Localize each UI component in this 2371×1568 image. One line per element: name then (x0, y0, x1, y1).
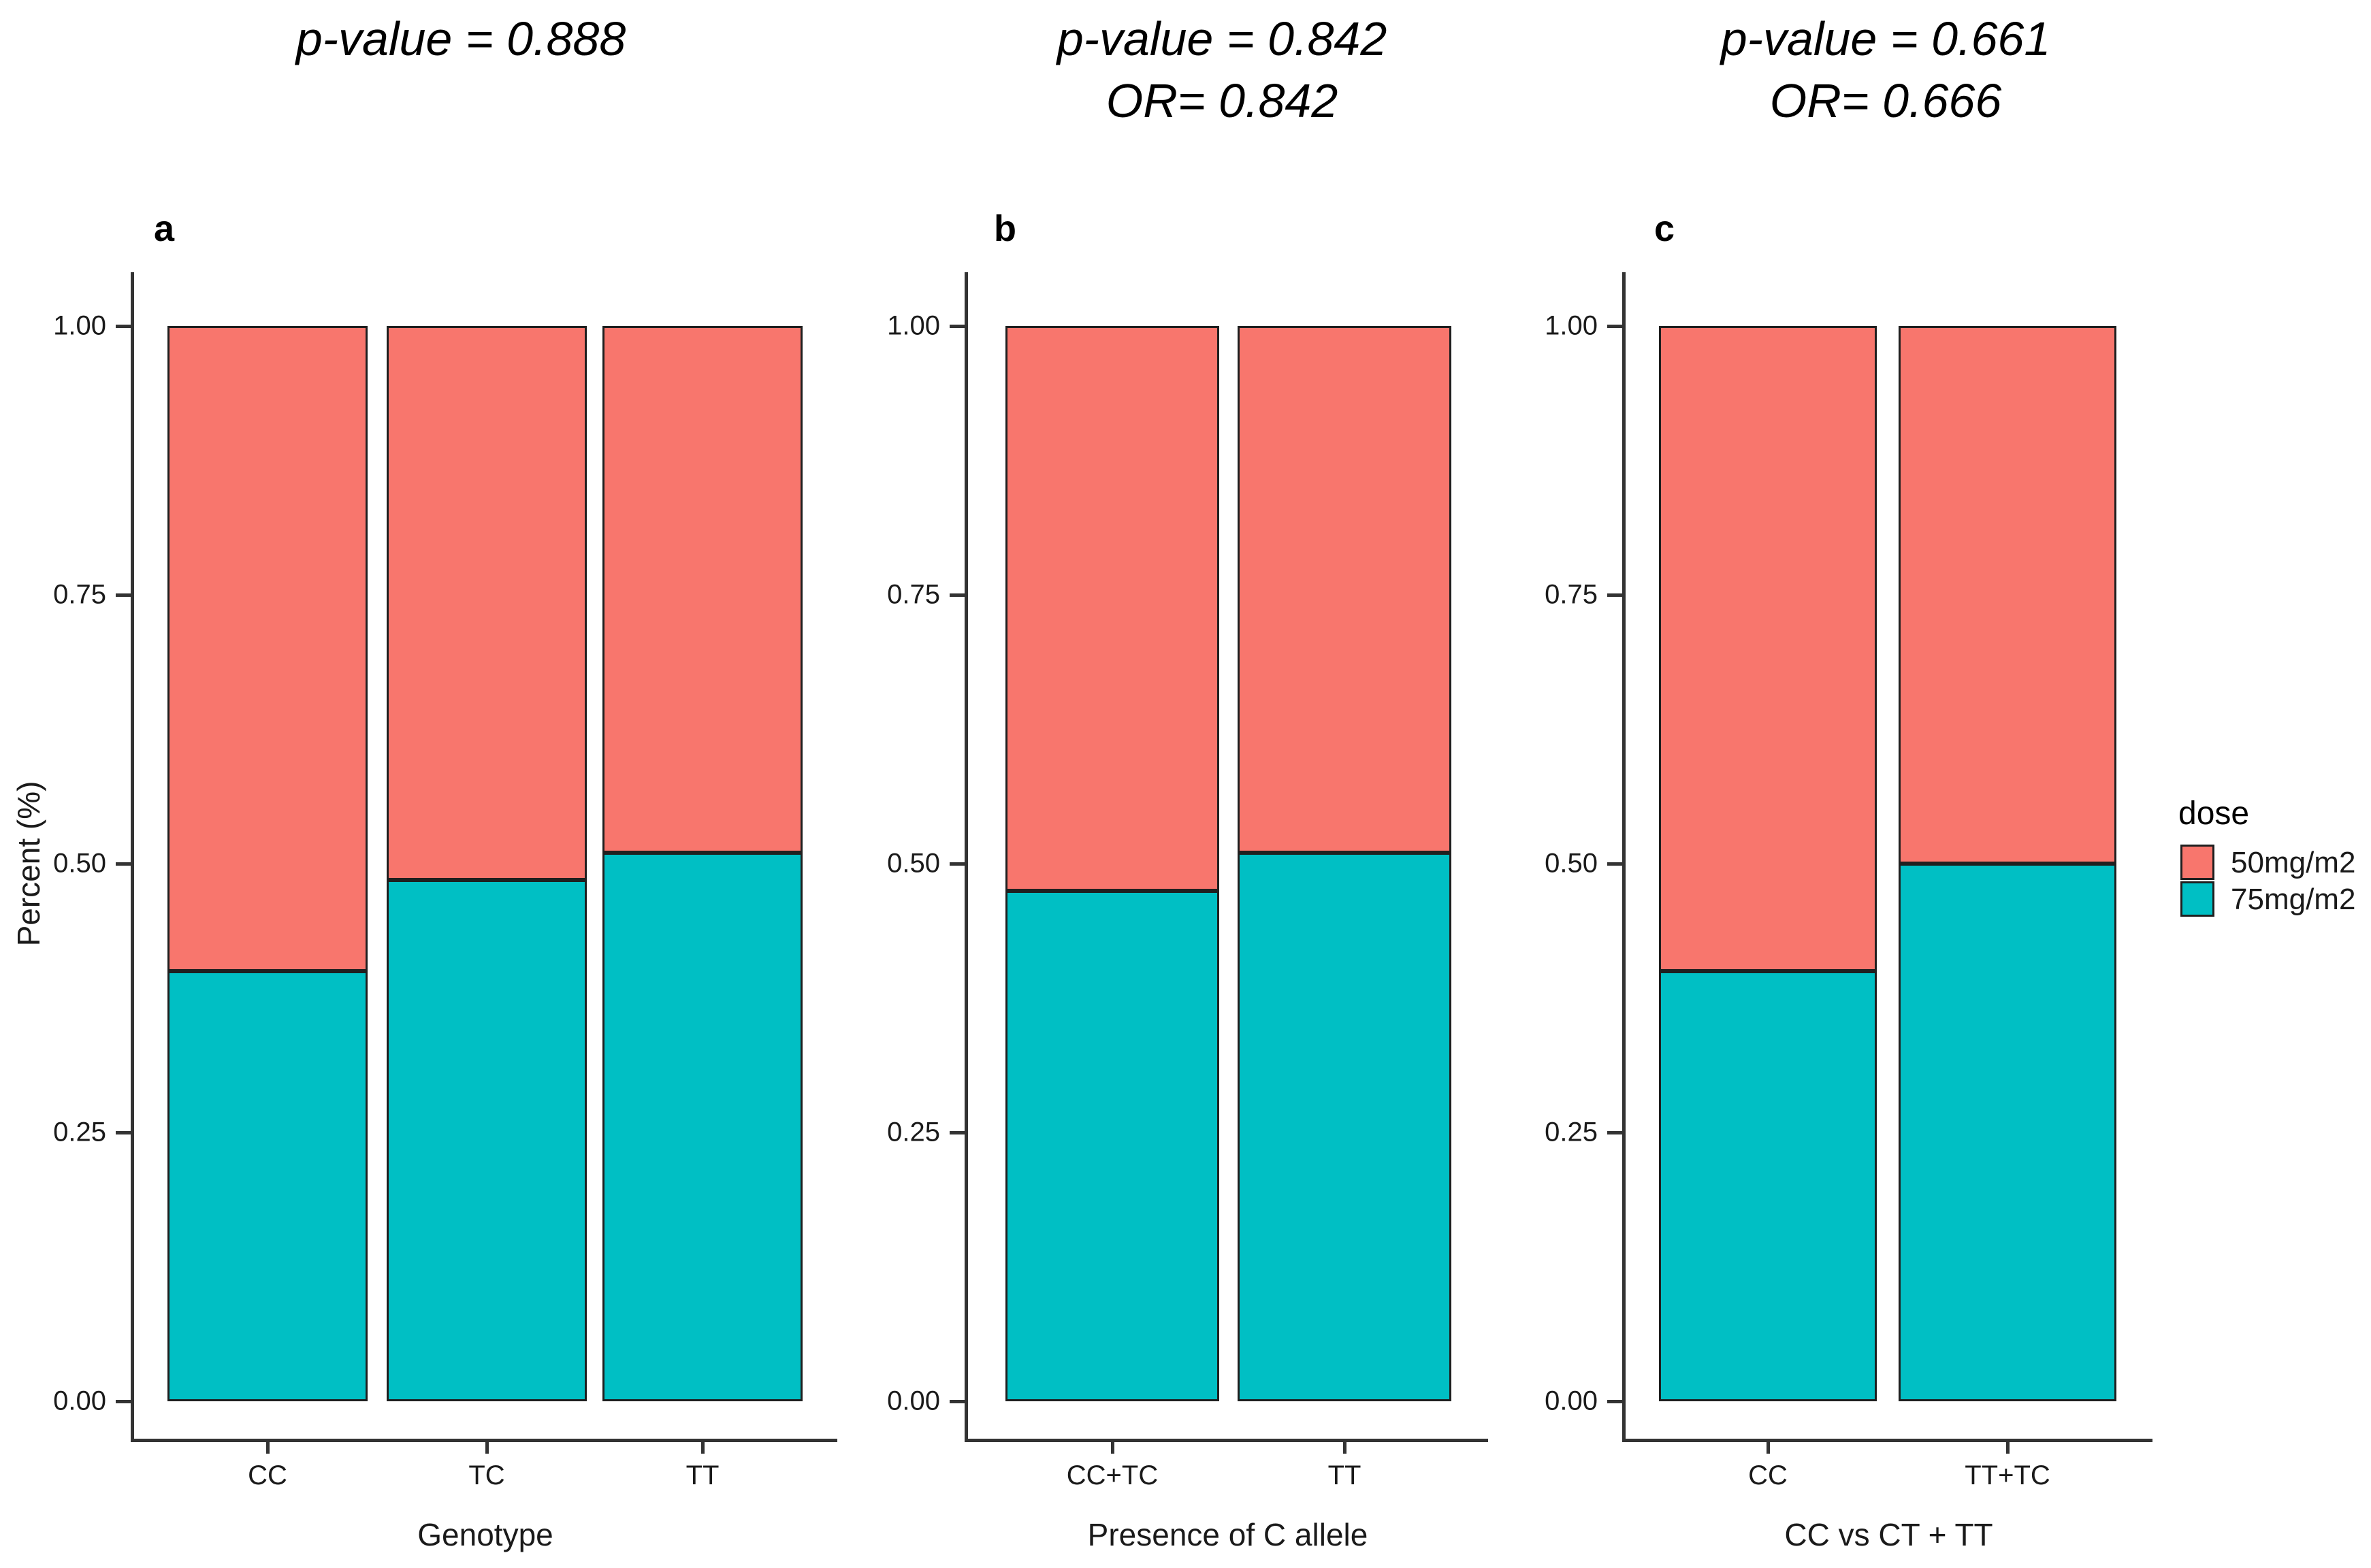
bar-segment-50mg (1659, 326, 1877, 971)
y-tick-mark (116, 325, 131, 328)
y-tick-label: 0.50 (1545, 848, 1598, 879)
bar-segment-75mg (1005, 890, 1219, 1401)
y-axis-line (131, 272, 134, 1442)
legend-label-50mg: 50mg/m2 (2231, 846, 2356, 879)
x-axis-title-a: Genotype (417, 1517, 553, 1552)
y-tick-label: 1.00 (53, 310, 106, 341)
bar-segment-75mg (1659, 971, 1877, 1401)
y-tick-mark (1607, 862, 1622, 866)
x-tick-mark (1111, 1439, 1114, 1454)
x-tick-label-CC: CC (248, 1460, 287, 1490)
x-tick-mark (1767, 1439, 1770, 1454)
panel-c-title-line: p-value = 0.661 (1720, 12, 2051, 65)
y-tick-label: 0.50 (887, 848, 940, 879)
y-tick-mark (950, 1131, 965, 1134)
legend-label-75mg: 75mg/m2 (2231, 883, 2356, 916)
bar-segment-50mg (167, 326, 368, 971)
panel-c-title-line: OR= 0.666 (1769, 74, 2002, 127)
bar-segment-50mg (1238, 326, 1451, 853)
panel-b-title-line: OR= 0.842 (1106, 74, 1338, 127)
y-tick-mark (116, 593, 131, 597)
x-axis-line (131, 1439, 837, 1442)
y-tick-label: 0.75 (53, 579, 106, 610)
x-tick-label-TC: TC (468, 1460, 505, 1490)
x-tick-mark (2006, 1439, 2010, 1454)
y-tick-mark (116, 862, 131, 866)
y-tick-mark (950, 325, 965, 328)
bar-segment-75mg (387, 879, 587, 1401)
bar-segment-50mg (1899, 326, 2116, 864)
y-tick-label: 0.00 (887, 1386, 940, 1416)
x-axis-title-c: CC vs CT + TT (1784, 1517, 1993, 1552)
bar-segment-75mg (167, 971, 368, 1401)
x-tick-mark (485, 1439, 489, 1454)
panel-a-title-line: p-value = 0.888 (295, 12, 626, 65)
x-tick-label-TT+TC: TT+TC (1965, 1460, 2050, 1490)
panel-letter-a: a (154, 208, 175, 249)
bar-segment-50mg (1005, 326, 1219, 891)
panel-letter-c: c (1654, 208, 1675, 249)
legend-swatch-75mg-icon (2180, 881, 2214, 917)
x-tick-mark (701, 1439, 705, 1454)
y-tick-label: 0.00 (1545, 1386, 1598, 1416)
y-tick-label: 0.75 (887, 579, 940, 610)
bar-segment-50mg (387, 326, 587, 880)
y-tick-label: 1.00 (887, 310, 940, 341)
legend-title: dose (2178, 796, 2250, 832)
y-tick-label: 0.50 (53, 848, 106, 879)
x-tick-label-TT: TT (686, 1460, 720, 1490)
y-tick-label: 0.25 (887, 1117, 940, 1147)
x-tick-label-TT: TT (1327, 1460, 1361, 1490)
x-axis-line (965, 1439, 1488, 1442)
y-tick-label: 0.25 (1545, 1117, 1598, 1147)
y-tick-mark (1607, 593, 1622, 597)
bar-segment-50mg (602, 326, 803, 853)
y-tick-mark (950, 862, 965, 866)
bar-segment-75mg (602, 853, 803, 1401)
y-tick-label: 0.75 (1545, 579, 1598, 610)
x-axis-title-b: Presence of C allele (1087, 1517, 1368, 1552)
x-tick-mark (1343, 1439, 1346, 1454)
bar-segment-75mg (1899, 864, 2116, 1401)
y-tick-label: 0.00 (53, 1386, 106, 1416)
y-axis-line (965, 272, 968, 1442)
y-tick-mark (1607, 1131, 1622, 1134)
y-tick-mark (116, 1400, 131, 1403)
bar-segment-75mg (1238, 853, 1451, 1401)
y-tick-mark (116, 1131, 131, 1134)
x-tick-label-CC+TC: CC+TC (1066, 1460, 1159, 1490)
panel-b-title-line: p-value = 0.842 (1057, 12, 1387, 65)
legend-swatch-50mg-icon (2180, 845, 2214, 880)
x-tick-label-CC: CC (1748, 1460, 1788, 1490)
panel-letter-b: b (994, 208, 1016, 249)
y-tick-mark (950, 1400, 965, 1403)
y-tick-mark (1607, 325, 1622, 328)
y-tick-label: 1.00 (1545, 310, 1598, 341)
y-tick-mark (950, 593, 965, 597)
y-axis-line (1622, 272, 1626, 1442)
y-tick-label: 0.25 (53, 1117, 106, 1147)
y-tick-mark (1607, 1400, 1622, 1403)
x-tick-mark (266, 1439, 270, 1454)
x-axis-line (1622, 1439, 2152, 1442)
